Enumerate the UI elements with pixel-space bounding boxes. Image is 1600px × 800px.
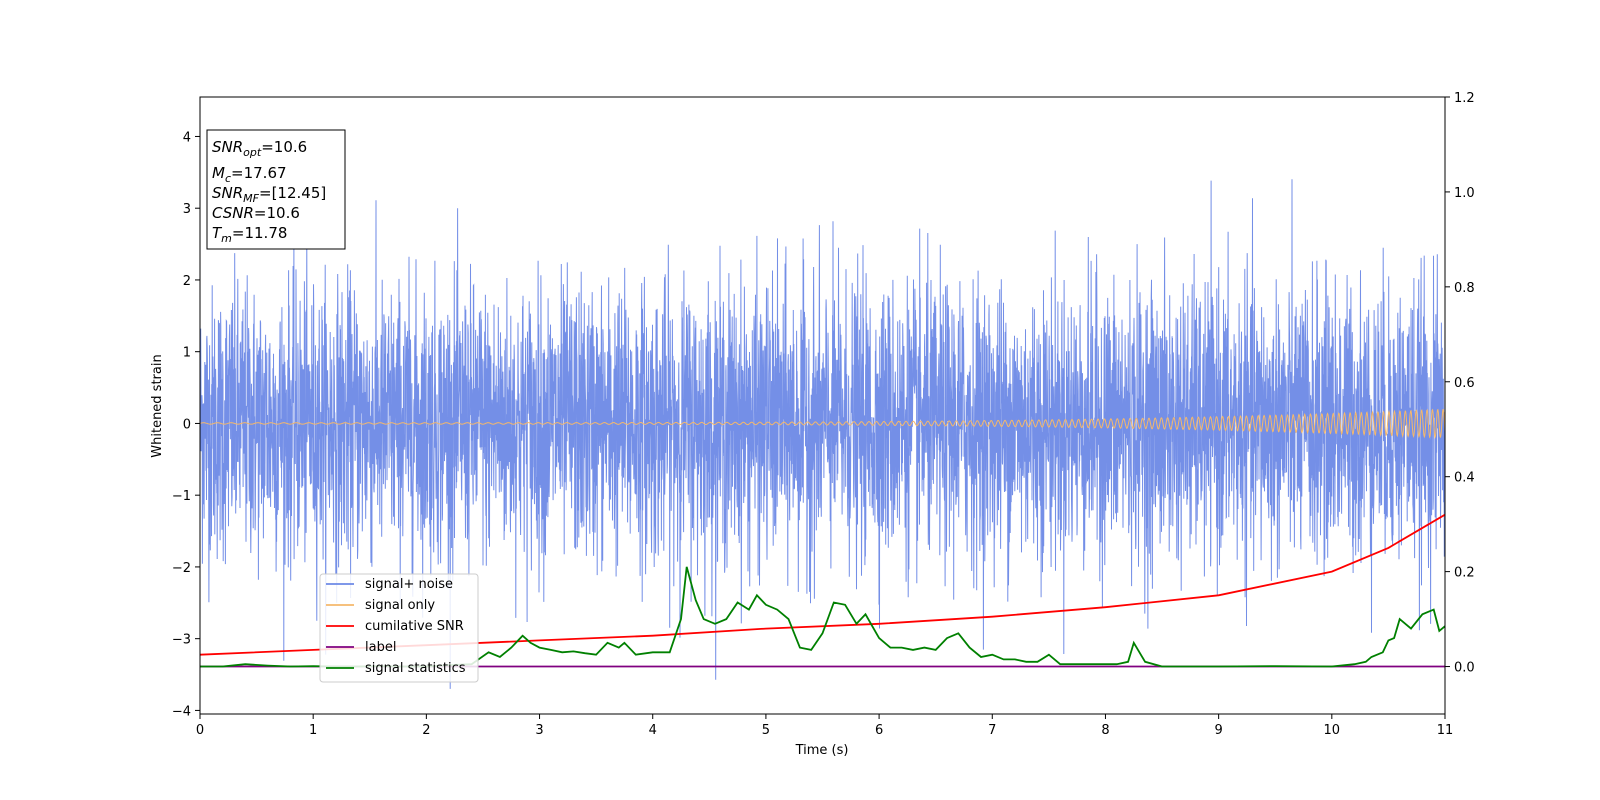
- x-tick-label: 3: [535, 723, 543, 738]
- x-tick-label: 7: [988, 723, 996, 738]
- info-snr-opt: SNRopt=10.6: [212, 138, 307, 159]
- x-tick-label: 10: [1324, 723, 1341, 738]
- y-tick-label: 4: [183, 130, 191, 145]
- y-tick-label: −3: [172, 633, 191, 648]
- y2-tick-label: 1.0: [1454, 186, 1475, 201]
- legend-entry: cumilative SNR: [365, 619, 464, 634]
- y-tick-label: 3: [183, 202, 191, 217]
- legend-entry: label: [365, 640, 396, 655]
- x-tick-label: 0: [196, 723, 204, 738]
- y2-tick-label: 0.6: [1454, 376, 1475, 391]
- x-tick-label: 8: [1101, 723, 1109, 738]
- y-tick-label: −1: [172, 489, 191, 504]
- info-box-frame: [206, 129, 346, 250]
- y-tick-label: −2: [172, 561, 191, 576]
- y-tick-label: −4: [172, 704, 191, 719]
- legend-items: signal+ noise signal only cumilative SNR la…: [326, 577, 466, 676]
- y2-tick-label: 0.8: [1454, 281, 1475, 296]
- x-axis-label: Time (s): [795, 743, 849, 758]
- y2-tick-label: 0.2: [1454, 566, 1475, 581]
- y2-tick-label: 1.2: [1454, 91, 1475, 106]
- info-tm: Tm=11.78: [212, 224, 287, 245]
- x-tick-label: 9: [1214, 723, 1222, 738]
- legend-entry: signal only: [365, 598, 435, 613]
- legend-entry: signal statistics: [365, 661, 466, 676]
- x-tick-label: 11: [1437, 723, 1454, 738]
- legend-entry: signal+ noise: [365, 577, 453, 592]
- y2-tick-label: 0.4: [1454, 471, 1475, 486]
- x-tick-label: 1: [309, 723, 317, 738]
- info-box: SNRopt=10.6 Mc=17.67 SNRMF=[12.45] CSNR=…: [206, 129, 346, 250]
- x-tick-label: 2: [422, 723, 430, 738]
- y2-tick-label: 0.0: [1454, 661, 1475, 676]
- y-axis-right: 0.0 0.2 0.4 0.6 0.8 1.0 1.2: [1445, 91, 1475, 676]
- x-tick-label: 4: [649, 723, 657, 738]
- x-axis: 0 1 2 3 4 5 6 7 8 9 10 11: [196, 714, 1453, 738]
- info-csnr: CSNR=10.6: [212, 204, 300, 222]
- x-tick-label: 5: [762, 723, 770, 738]
- x-tick-label: 6: [875, 723, 883, 738]
- series-signal-statistics: [200, 566, 1445, 668]
- y-axis-left: −4 −3 −2 −1 0 1 2 3 4: [172, 130, 200, 719]
- legend-frame: [319, 573, 479, 683]
- info-mc: Mc=17.67: [212, 164, 287, 185]
- info-snr-mf: SNRMF=[12.45]: [212, 184, 326, 205]
- axes-frame: [199, 96, 1446, 715]
- legend: signal+ noise signal only cumilative SNR la…: [319, 573, 479, 683]
- y-tick-label: 0: [183, 417, 191, 432]
- y-tick-label: 1: [183, 346, 191, 361]
- y-tick-label: 2: [183, 274, 191, 289]
- series-signal-only: [200, 408, 1445, 439]
- y-axis-label: Whitened strain: [150, 354, 165, 457]
